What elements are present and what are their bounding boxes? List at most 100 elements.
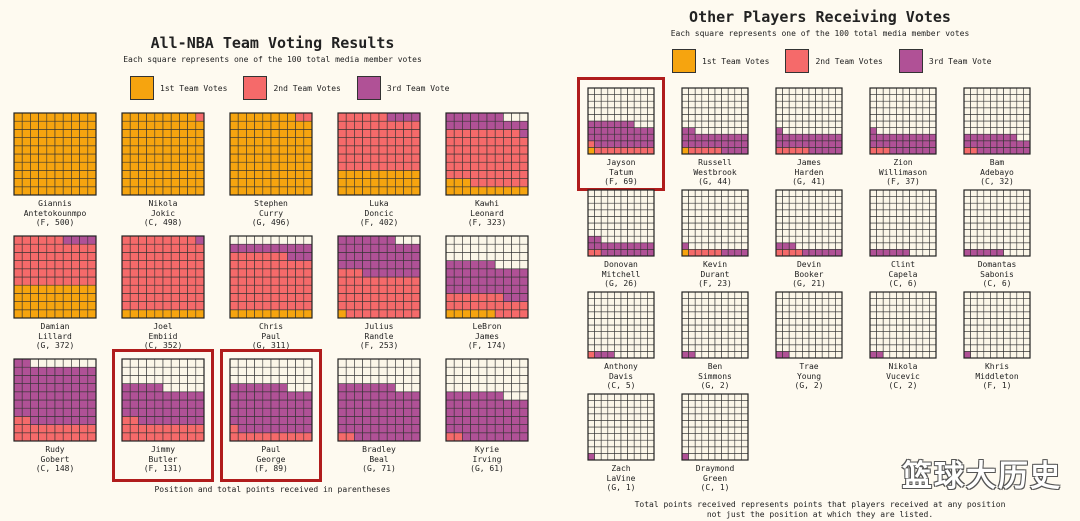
waffle-square-empty (915, 229, 924, 237)
waffle-frame (337, 112, 421, 196)
waffle-square-first (129, 129, 139, 138)
waffle-square-empty (694, 107, 703, 115)
waffle-square-empty (627, 311, 635, 319)
waffle-square-empty (915, 298, 924, 306)
waffle-square-empty (511, 358, 521, 368)
waffle-square-empty (727, 127, 736, 135)
waffle-square-second (71, 243, 80, 253)
waffle-square-empty (627, 453, 635, 461)
waffle-square-empty (727, 100, 736, 109)
waffle-square-first (295, 186, 305, 196)
waffle-square-empty (815, 127, 823, 135)
waffle-square-second (503, 301, 512, 311)
waffle-square-empty (741, 202, 749, 211)
waffle-square-empty (688, 453, 696, 461)
waffle-square-empty (1023, 249, 1031, 257)
legend-swatch-second (243, 76, 268, 100)
waffle-square-second (462, 153, 471, 163)
waffle-square-empty (902, 235, 910, 244)
waffle-square-third (828, 147, 836, 155)
waffle-square-first (138, 178, 147, 188)
waffle-square-empty (721, 420, 729, 428)
waffle-square-second (278, 268, 288, 278)
waffle-square-empty (633, 331, 642, 339)
waffle-square-third (869, 133, 877, 142)
waffle-square-second (511, 178, 521, 188)
waffle-square-third (337, 235, 347, 245)
waffle-square-third (494, 276, 504, 286)
waffle-square-empty (835, 100, 843, 109)
waffle-square-first (46, 186, 56, 196)
waffle-square-empty (721, 235, 729, 244)
waffle-square-second (470, 293, 480, 302)
waffle-square-third (633, 242, 642, 250)
waffle-square-empty (815, 229, 823, 237)
waffle-square-second (503, 137, 512, 147)
waffle-square-third (470, 120, 480, 130)
waffle-square-first (129, 186, 139, 196)
waffle-square-first (378, 170, 388, 179)
waffle-square-empty (246, 235, 255, 245)
waffle-square-first (287, 129, 296, 138)
waffle-square-empty (741, 94, 749, 102)
waffle-square-second (519, 170, 529, 179)
waffle-square-empty (681, 324, 689, 332)
waffle-square-second (378, 276, 388, 286)
waffle-square-first (121, 178, 131, 188)
waffle-square-empty (647, 337, 655, 346)
waffle-square-second (262, 252, 272, 261)
waffle-square-empty (882, 337, 891, 346)
waffle-square-third (370, 399, 380, 409)
waffle-square-third (503, 416, 512, 425)
waffle-square-empty (1016, 331, 1024, 339)
waffle-square-first (170, 120, 180, 130)
waffle-square-empty (929, 127, 937, 135)
waffle-square-third (741, 147, 749, 155)
waffle-square-empty (627, 406, 635, 415)
waffle-square-third (922, 133, 930, 142)
waffle-square-first (195, 120, 205, 130)
waffle-square-third (494, 432, 504, 442)
waffle-square-empty (587, 216, 595, 224)
waffle-square-empty (633, 433, 642, 441)
player-label: Chris Paul (258, 322, 284, 341)
waffle-square-first (79, 284, 89, 294)
waffle-square-empty (600, 393, 609, 401)
waffle-square-second (295, 301, 305, 311)
waffle-square-empty (607, 446, 615, 454)
waffle-square-third (821, 133, 830, 142)
waffle-square-first (13, 153, 23, 163)
waffle-square-empty (386, 358, 396, 368)
waffle-square-empty (1016, 114, 1024, 122)
waffle-square-first (237, 153, 247, 163)
waffle-square-first (270, 153, 280, 163)
waffle-square-third (688, 140, 696, 148)
waffle-square-empty (640, 337, 648, 346)
waffle-square-empty (627, 189, 635, 197)
waffle-square-empty (876, 344, 884, 352)
waffle-square-third (1003, 133, 1011, 142)
waffle-square-first (453, 186, 463, 196)
waffle-square-empty (1003, 202, 1011, 211)
waffle-square-empty (620, 196, 628, 204)
waffle-square-third (46, 366, 56, 376)
waffle-square-first (30, 309, 39, 319)
waffle-square-second (337, 145, 347, 155)
waffle-square-empty (694, 400, 703, 408)
waffle-square-third (815, 147, 823, 155)
waffle-square-first (87, 186, 97, 196)
waffle-square-second (462, 293, 471, 302)
waffle-square-third (354, 391, 363, 401)
waffle-square-first (395, 178, 404, 188)
waffle-square-empty (594, 433, 602, 441)
waffle-square-empty (802, 94, 810, 102)
waffle-square-empty (640, 406, 648, 415)
waffle-square-third (403, 112, 413, 122)
waffle-square-second (362, 284, 372, 294)
waffle-square-first (62, 170, 72, 179)
waffle-square-first (46, 170, 56, 179)
waffle-square-empty (627, 351, 635, 359)
waffle-square-first (71, 153, 80, 163)
waffle-square-first (13, 309, 23, 319)
waffle-square-second (62, 424, 72, 434)
